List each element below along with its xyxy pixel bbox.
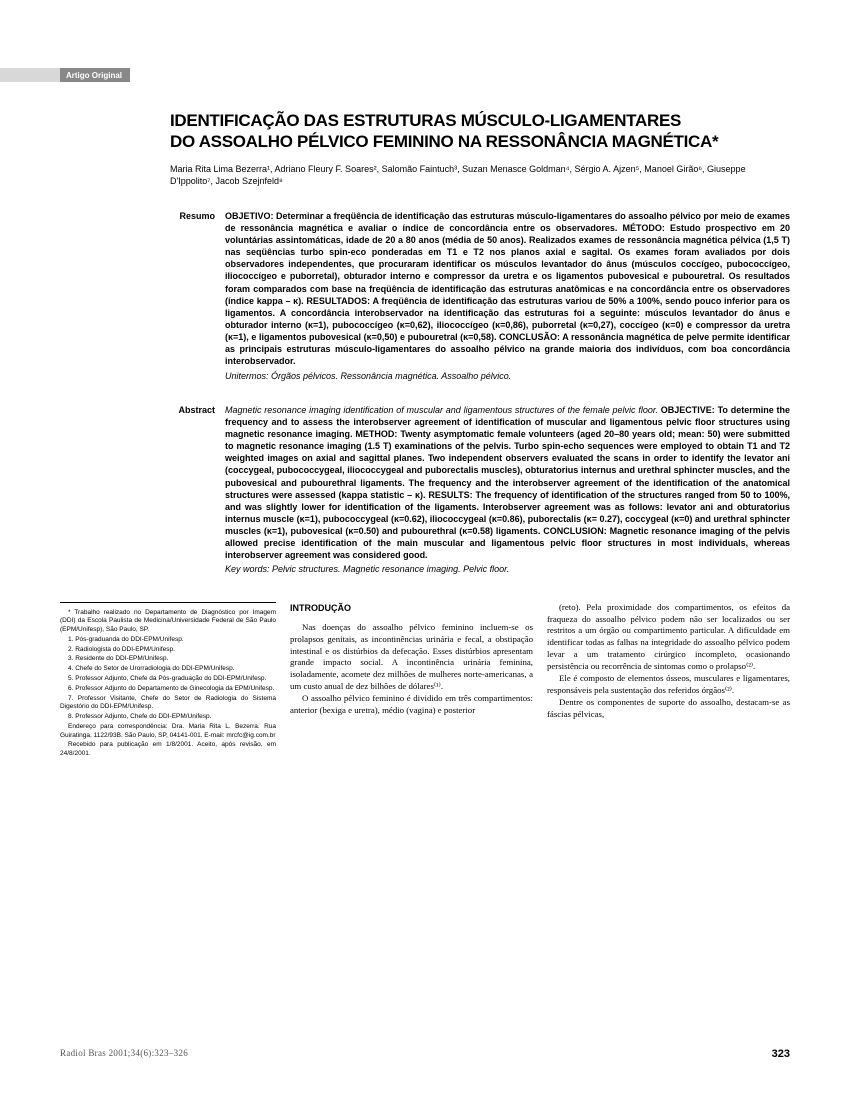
footnote-line: 7. Professor Visitante, Chefe do Setor d… bbox=[60, 695, 276, 713]
intro-p2: O assoalho pélvico feminino é dividido e… bbox=[290, 693, 533, 717]
column-2: (reto). Pela proximidade dos compartimen… bbox=[547, 602, 790, 760]
abstract-lead: Magnetic resonance imaging identificatio… bbox=[225, 405, 658, 415]
article-title: IDENTIFICAÇÃO DAS ESTRUTURAS MÚSCULO-LIG… bbox=[170, 110, 790, 153]
article-tag: Artigo Original bbox=[0, 68, 130, 82]
footnotes: * Trabalho realizado no Departamento de … bbox=[60, 602, 276, 760]
page-footer: Radiol Bras 2001;34(6):323–326 323 bbox=[60, 1048, 790, 1060]
body-columns: INTRODUÇÃO Nas doenças do assoalho pélvi… bbox=[290, 602, 790, 760]
col2-p2: Ele é composto de elementos ósseos, musc… bbox=[547, 673, 790, 697]
footnote-line: 4. Chefe do Setor de Urorradiologia do D… bbox=[60, 665, 276, 674]
footnote-line: 5. Professor Adjunto, Chefe da Pós-gradu… bbox=[60, 675, 276, 684]
col2-p1: (reto). Pela proximidade dos compartimen… bbox=[547, 602, 790, 673]
footnote-line: Endereço para correspondência: Dra. Mari… bbox=[60, 723, 276, 741]
tag-label: Artigo Original bbox=[60, 68, 130, 82]
abstract-keywords: Key words: Pelvic structures. Magnetic r… bbox=[225, 563, 790, 575]
footnote-line: 1. Pós-graduanda do DDI-EPM/Unifesp. bbox=[60, 636, 276, 645]
footnote-line: 8. Professor Adjunto, Chefe do DDI-EPM/U… bbox=[60, 713, 276, 722]
footnote-line: Recebido para publicação em 1/8/2001. Ac… bbox=[60, 741, 276, 759]
footnote-line: 3. Residente do DDI-EPM/Unifesp. bbox=[60, 655, 276, 664]
title-line-2: DO ASSOALHO PÉLVICO FEMININO NA RESSONÂN… bbox=[170, 131, 790, 152]
intro-p1: Nas doenças do assoalho pélvico feminino… bbox=[290, 622, 533, 693]
title-line-1: IDENTIFICAÇÃO DAS ESTRUTURAS MÚSCULO-LIG… bbox=[170, 110, 790, 131]
tag-light-bar bbox=[0, 68, 60, 82]
resumo-keywords: Unitermos: Órgãos pélvicos. Ressonância … bbox=[225, 370, 790, 382]
page-number: 323 bbox=[772, 1048, 790, 1060]
resumo-text: OBJETIVO: Determinar a freqüência de ide… bbox=[225, 211, 790, 367]
lower-section: * Trabalho realizado no Departamento de … bbox=[60, 602, 790, 760]
abstract-text: OBJECTIVE: To determine the frequency an… bbox=[225, 405, 790, 561]
column-1: INTRODUÇÃO Nas doenças do assoalho pélvi… bbox=[290, 602, 533, 760]
resumo-label: Resumo bbox=[170, 210, 225, 382]
main-content: IDENTIFICAÇÃO DAS ESTRUTURAS MÚSCULO-LIG… bbox=[170, 110, 790, 576]
abstract-block: Abstract Magnetic resonance imaging iden… bbox=[170, 404, 790, 576]
abstract-body: Magnetic resonance imaging identificatio… bbox=[225, 404, 790, 576]
resumo-block: Resumo OBJETIVO: Determinar a freqüência… bbox=[170, 210, 790, 382]
resumo-body: OBJETIVO: Determinar a freqüência de ide… bbox=[225, 210, 790, 382]
abstract-label: Abstract bbox=[170, 404, 225, 576]
intro-heading: INTRODUÇÃO bbox=[290, 602, 533, 614]
authors: Maria Rita Lima Bezerra¹, Adriano Fleury… bbox=[170, 163, 790, 188]
footnote-line: * Trabalho realizado no Departamento de … bbox=[60, 609, 276, 635]
journal-ref: Radiol Bras 2001;34(6):323–326 bbox=[60, 1048, 188, 1060]
footnote-line: 2. Radiologista do DDI-EPM/Unifesp. bbox=[60, 646, 276, 655]
col2-p3: Dentre os componentes de suporte do asso… bbox=[547, 697, 790, 721]
footnote-line: 6. Professor Adjunto do Departamento de … bbox=[60, 685, 276, 694]
